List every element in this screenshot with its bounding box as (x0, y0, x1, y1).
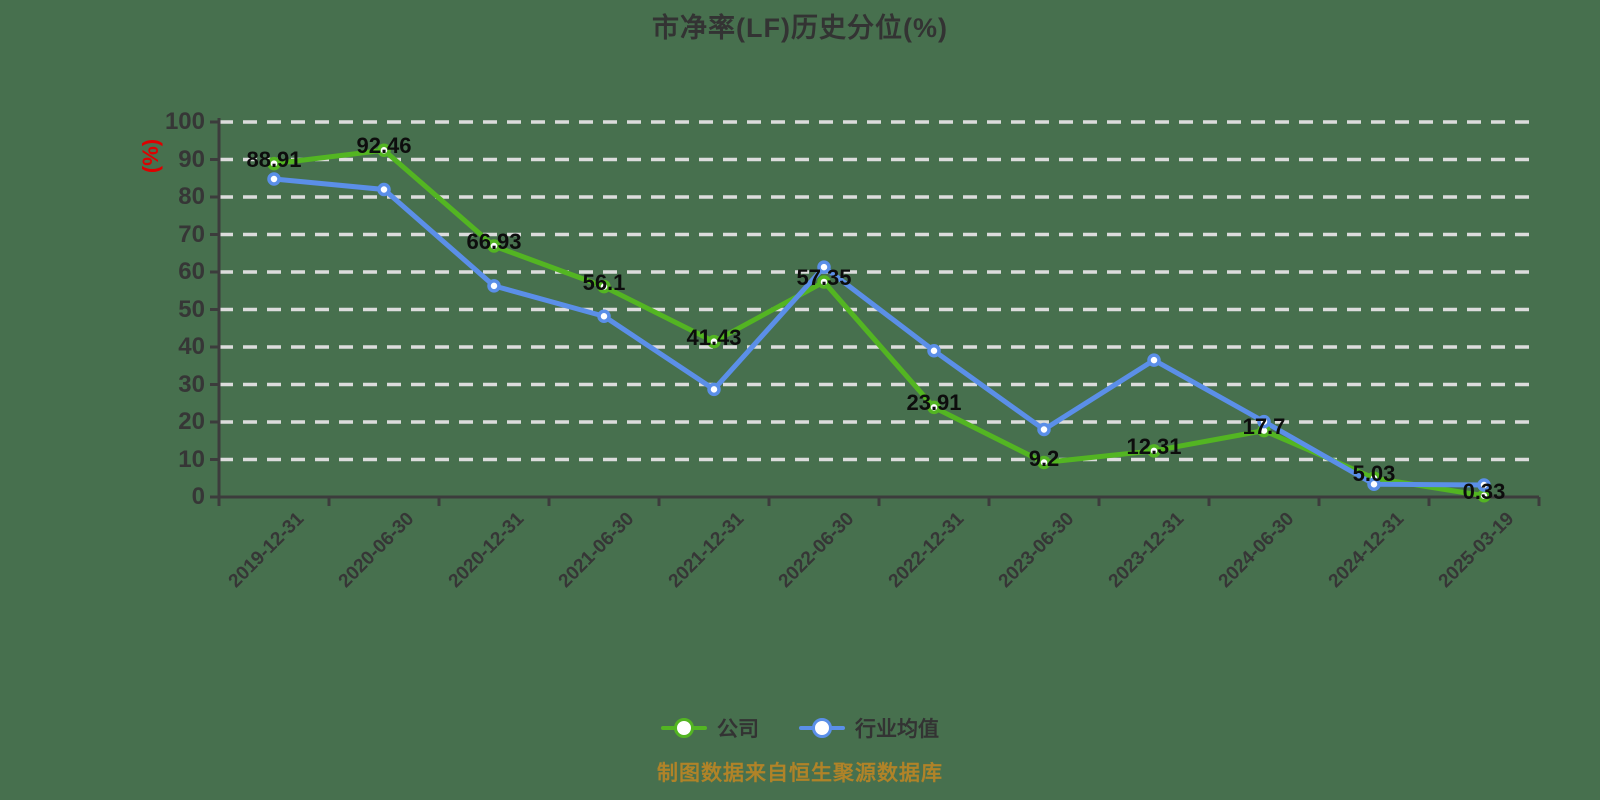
data-point-公司 (1037, 455, 1051, 470)
y-tick-label: 20 (178, 408, 205, 435)
data-point-公司 (707, 334, 721, 349)
legend-item-company[interactable]: 公司 (661, 713, 759, 743)
company-series-marker-icon (661, 718, 707, 738)
data-point-label: 5.03 (1352, 461, 1396, 487)
series-line-公司 (271, 147, 1487, 499)
y-tick-label: 80 (178, 183, 205, 210)
y-tick-label: 90 (178, 145, 205, 173)
y-tick-label: 60 (178, 258, 205, 285)
data-point-公司 (1147, 444, 1161, 458)
y-tick-label: 70 (178, 220, 205, 248)
y-tick-label: 40 (178, 333, 205, 360)
data-point-公司 (377, 143, 391, 158)
data-point-公司 (817, 275, 831, 289)
data-point-label: 12.31 (1126, 433, 1182, 459)
data-point-行业均值 (707, 382, 721, 397)
data-point-行业均值 (1367, 477, 1381, 491)
data-point-label: 92.46 (356, 133, 412, 159)
data-point-label: 66.93 (466, 229, 522, 254)
data-point-行业均值 (817, 260, 831, 274)
data-point-行业均值 (1037, 422, 1051, 437)
data-point-行业均值 (1477, 478, 1491, 492)
data-point-行业均值 (1257, 414, 1271, 429)
data-point-label: 88.91 (246, 146, 302, 172)
legend-item-industry-average[interactable]: 行业均值 (799, 713, 939, 743)
y-tick-label: 50 (178, 295, 205, 323)
industry-series-marker-icon (799, 718, 845, 738)
data-point-行业均值 (597, 309, 611, 323)
legend-label-industry-average: 行业均值 (855, 718, 939, 741)
series-line-行业均值 (271, 176, 1487, 488)
legend: 公司 行业均值 (0, 708, 1600, 748)
data-point-行业均值 (377, 182, 391, 197)
data-point-行业均值 (927, 344, 941, 358)
data-source-note: 制图数据来自恒生聚源数据库 (657, 762, 943, 785)
y-tick-label: 100 (164, 108, 205, 135)
data-point-公司 (597, 279, 611, 294)
data-point-公司 (927, 400, 941, 415)
y-tick-label: 30 (178, 370, 205, 398)
data-point-行业均值 (1147, 353, 1161, 367)
data-point-公司 (267, 156, 281, 171)
legend-label-company: 公司 (717, 718, 759, 741)
data-point-行业均值 (267, 172, 281, 186)
data-point-label: 0.33 (1462, 478, 1506, 504)
y-tick-label: 10 (178, 445, 205, 473)
data-point-label: 41.43 (686, 324, 742, 350)
data-point-label: 23.91 (906, 390, 962, 416)
y-tick-label: 0 (191, 483, 205, 510)
data-point-label: 9.2 (1028, 445, 1060, 471)
data-point-label: 57.35 (796, 264, 852, 290)
data-point-label: 17.7 (1242, 413, 1286, 439)
data-point-公司 (487, 239, 501, 253)
data-point-行业均值 (487, 279, 501, 293)
chart-title: 市净率(LF)历史分位(%) (652, 13, 948, 43)
data-point-label: 56.1 (582, 269, 626, 295)
